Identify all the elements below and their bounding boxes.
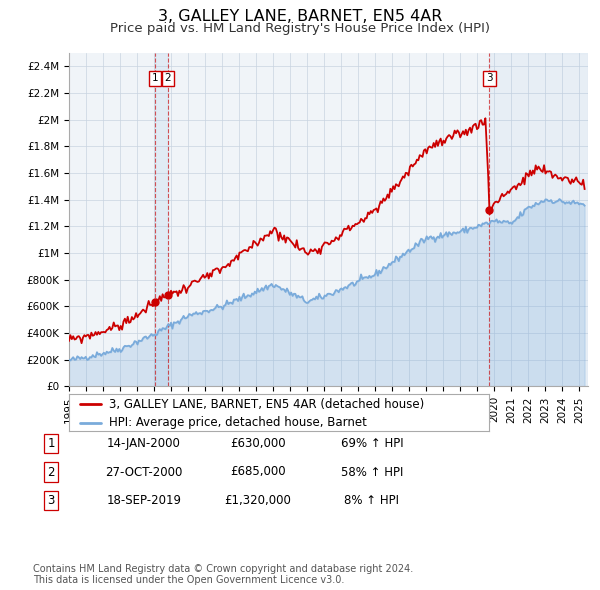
Text: Contains HM Land Registry data © Crown copyright and database right 2024.
This d: Contains HM Land Registry data © Crown c… <box>33 563 413 585</box>
Text: 27-OCT-2000: 27-OCT-2000 <box>106 466 182 478</box>
Bar <box>155 53 168 386</box>
Text: 69% ↑ HPI: 69% ↑ HPI <box>341 437 403 450</box>
Bar <box>490 53 588 386</box>
Text: Price paid vs. HM Land Registry's House Price Index (HPI): Price paid vs. HM Land Registry's House … <box>110 22 490 35</box>
Text: 3: 3 <box>486 73 493 83</box>
Text: 2: 2 <box>47 466 55 478</box>
Text: 1: 1 <box>47 437 55 450</box>
Text: £685,000: £685,000 <box>230 466 286 478</box>
Text: 3, GALLEY LANE, BARNET, EN5 4AR (detached house): 3, GALLEY LANE, BARNET, EN5 4AR (detache… <box>109 398 424 411</box>
Text: 14-JAN-2000: 14-JAN-2000 <box>107 437 181 450</box>
Text: 1: 1 <box>151 73 158 83</box>
Text: £630,000: £630,000 <box>230 437 286 450</box>
Text: 8% ↑ HPI: 8% ↑ HPI <box>344 494 400 507</box>
Text: 18-SEP-2019: 18-SEP-2019 <box>107 494 182 507</box>
Text: 3, GALLEY LANE, BARNET, EN5 4AR: 3, GALLEY LANE, BARNET, EN5 4AR <box>158 9 442 24</box>
Text: £1,320,000: £1,320,000 <box>224 494 292 507</box>
Text: 2: 2 <box>165 73 172 83</box>
Text: 3: 3 <box>47 494 55 507</box>
Text: 58% ↑ HPI: 58% ↑ HPI <box>341 466 403 478</box>
Text: HPI: Average price, detached house, Barnet: HPI: Average price, detached house, Barn… <box>109 416 367 429</box>
